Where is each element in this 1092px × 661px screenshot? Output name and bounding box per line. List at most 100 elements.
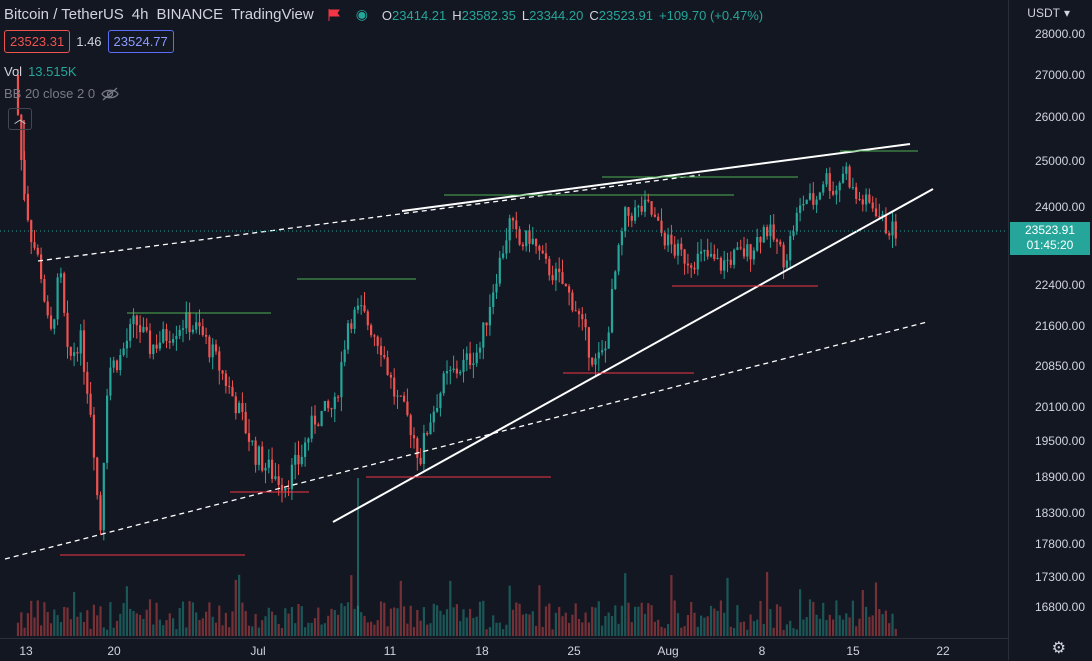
candle-body — [409, 415, 412, 436]
candle-body — [389, 374, 392, 378]
volume-bar — [650, 605, 653, 636]
candle-body — [436, 407, 439, 412]
volume-bar — [868, 616, 871, 636]
volume-bar — [300, 606, 303, 636]
candlesticks — [16, 69, 897, 541]
volume-bar — [142, 618, 145, 636]
volume-bar — [36, 600, 39, 636]
candle-body — [878, 216, 881, 218]
candle-body — [663, 232, 666, 246]
volume-bar — [488, 627, 491, 636]
candle-body — [841, 173, 845, 183]
candle-body — [66, 312, 69, 347]
sell-button[interactable]: 23523.31 — [4, 30, 71, 53]
volume-bar — [436, 605, 439, 636]
candle-body — [205, 335, 208, 337]
volume-bar — [660, 626, 663, 636]
candle-body — [709, 253, 713, 257]
candle-body — [297, 454, 300, 465]
candle-body — [432, 411, 435, 423]
candle-body — [304, 442, 307, 457]
currency-label: USDT — [1027, 6, 1060, 20]
candle-body — [488, 307, 491, 326]
candle-body — [158, 342, 161, 349]
candle-body — [53, 319, 56, 329]
volume-bar — [643, 613, 647, 636]
volume-bar — [564, 612, 567, 636]
candle-body — [706, 249, 709, 257]
candle-body — [96, 457, 99, 496]
volume-bar — [290, 607, 293, 636]
price-axis[interactable]: 28000.00 27000.00 26000.00 25000.00 24000.00… — [1008, 0, 1092, 660]
volume-bar — [822, 602, 825, 636]
volume-bar — [640, 602, 643, 636]
candle-body — [607, 332, 610, 349]
buy-button[interactable]: 23524.77 — [107, 30, 174, 53]
candle-body — [172, 339, 175, 343]
time-axis[interactable]: 13 20 Jul 11 18 25 Aug 8 15 22 — [0, 638, 1008, 661]
volume-bar — [69, 619, 72, 636]
volume-bar — [571, 614, 574, 636]
interval-label[interactable]: 4h — [131, 6, 149, 23]
time-tick: 8 — [758, 644, 766, 658]
indicator-legend[interactable]: BB 20 close 2 0 — [4, 86, 119, 101]
volume-value: 13.515K — [28, 64, 77, 79]
candle-body — [327, 401, 330, 409]
candle-body — [498, 257, 501, 284]
volume-bar — [109, 602, 112, 636]
candle-body — [455, 368, 458, 374]
volume-bar — [620, 605, 623, 636]
gear-icon[interactable]: ⚙ — [1051, 640, 1066, 657]
candle-body — [106, 395, 109, 463]
volume-legend[interactable]: Vol 13.515K — [4, 64, 77, 79]
price-tick: 22400.00 — [1034, 278, 1085, 292]
hidden-eye-icon[interactable] — [101, 87, 119, 101]
candle-body — [449, 370, 452, 372]
candle-body — [317, 424, 320, 427]
candle-body — [495, 283, 498, 293]
volume-bar — [99, 606, 102, 636]
candle-body — [874, 208, 878, 217]
candle-body — [135, 315, 138, 326]
volume-bar — [871, 615, 874, 636]
candle-body — [511, 218, 515, 221]
volume-bar — [686, 615, 689, 636]
candle-body — [119, 355, 122, 371]
candle-body — [56, 277, 59, 320]
candle-body — [640, 205, 643, 212]
candle-body — [577, 311, 581, 315]
volume-bar — [475, 616, 478, 636]
volume-bar — [799, 589, 802, 636]
flag-icon[interactable] — [328, 8, 342, 21]
price-tick: 17300.00 — [1034, 570, 1085, 584]
volume-bar — [627, 602, 630, 636]
candle-body — [492, 292, 495, 308]
volume-bar — [696, 626, 699, 636]
candle-body — [280, 484, 284, 491]
volume-bar — [56, 615, 59, 636]
candle-body — [33, 242, 36, 248]
currency-selector[interactable]: USDT ▾ — [1027, 6, 1070, 20]
candle-body — [185, 312, 188, 329]
collapse-legend-button[interactable]: ︿ — [8, 108, 32, 130]
candle-body — [538, 246, 541, 251]
candle-body — [20, 114, 23, 161]
candle-body — [650, 201, 653, 215]
volume-bar — [521, 614, 524, 636]
volume-bar — [597, 601, 600, 636]
volume-bar — [769, 609, 772, 636]
volume-bar — [115, 620, 119, 636]
candle-body — [459, 371, 462, 374]
symbol-name[interactable]: Bitcoin / TetherUS — [4, 6, 124, 23]
volume-bar — [739, 622, 742, 636]
candle-body — [571, 292, 574, 311]
volume-bar — [198, 619, 201, 636]
price-tick: 20850.00 — [1034, 359, 1085, 373]
candle-body — [211, 344, 214, 358]
candle-body — [660, 220, 663, 233]
candle-body — [657, 216, 660, 221]
volume-bar — [828, 614, 831, 636]
candle-body — [782, 244, 785, 268]
volume-bar — [802, 619, 805, 636]
